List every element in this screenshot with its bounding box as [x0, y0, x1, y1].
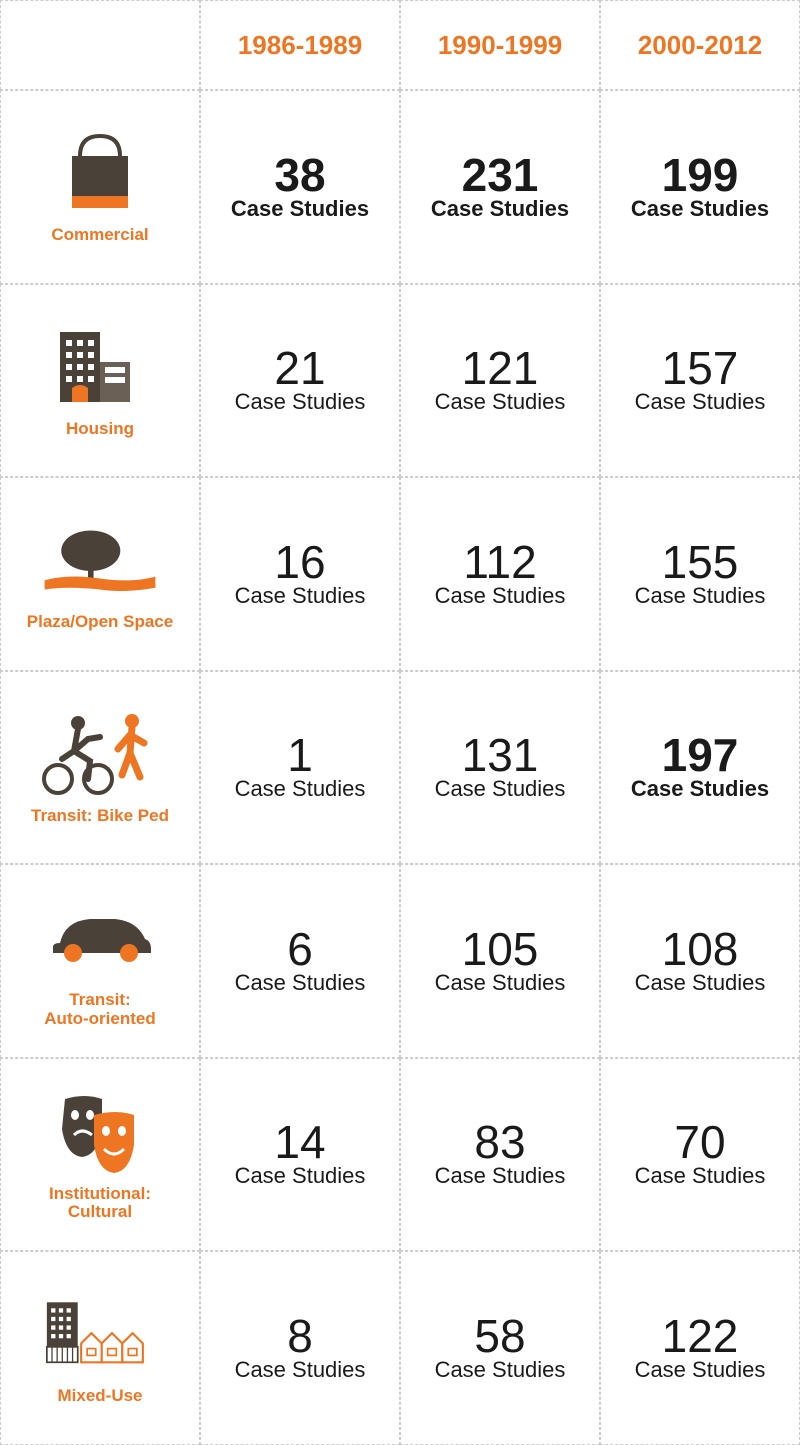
cultural-v2-sub: Case Studies	[435, 1163, 566, 1189]
housing-v1-sub: Case Studies	[235, 389, 366, 415]
category-auto: Transit: Auto-oriented	[0, 864, 200, 1058]
header-empty	[0, 0, 200, 90]
bikeped-v1-sub: Case Studies	[235, 776, 366, 802]
bikeped-v2: 131Case Studies	[400, 671, 600, 865]
commercial-v3-sub: Case Studies	[631, 196, 769, 222]
auto-v2: 105Case Studies	[400, 864, 600, 1058]
category-bikeped: Transit: Bike Ped	[0, 671, 200, 865]
mixed-v3-num: 122	[662, 1313, 739, 1359]
category-commercial: Commercial	[0, 90, 200, 284]
mixed-v1-sub: Case Studies	[235, 1357, 366, 1383]
auto-v3-num: 108	[662, 926, 739, 972]
cultural-v3: 70Case Studies	[600, 1058, 800, 1252]
housing-v3-sub: Case Studies	[635, 389, 766, 415]
cultural-v2: 83Case Studies	[400, 1058, 600, 1252]
auto-v3-sub: Case Studies	[635, 970, 766, 996]
cultural-v3-sub: Case Studies	[635, 1163, 766, 1189]
header-col1: 1986-1989	[200, 0, 400, 90]
plaza-v3-sub: Case Studies	[635, 583, 766, 609]
bikeped-v3-sub: Case Studies	[631, 776, 769, 802]
auto-v1: 6Case Studies	[200, 864, 400, 1058]
building-icon	[40, 322, 160, 412]
case-studies-table: 1986-1989 1990-1999 2000-2012 Commercial…	[0, 0, 800, 1445]
mixed-v3: 122Case Studies	[600, 1251, 800, 1445]
mixed-v3-sub: Case Studies	[635, 1357, 766, 1383]
auto-v2-num: 105	[462, 926, 539, 972]
plaza-v2-num: 112	[463, 539, 536, 585]
category-cultural-label: Institutional: Cultural	[49, 1185, 151, 1222]
bikeped-v2-sub: Case Studies	[435, 776, 566, 802]
category-housing-label: Housing	[66, 420, 134, 439]
cultural-v1: 14Case Studies	[200, 1058, 400, 1252]
mixed-use-icon	[40, 1289, 160, 1379]
bikeped-v2-num: 131	[462, 732, 539, 778]
commercial-v3: 199Case Studies	[600, 90, 800, 284]
mixed-v1-num: 8	[287, 1313, 313, 1359]
commercial-v2: 231Case Studies	[400, 90, 600, 284]
category-commercial-label: Commercial	[51, 226, 148, 245]
category-mixed: Mixed-Use	[0, 1251, 200, 1445]
housing-v1-num: 21	[274, 345, 325, 391]
commercial-v3-num: 199	[662, 152, 739, 198]
header-col3: 2000-2012	[600, 0, 800, 90]
commercial-v2-num: 231	[462, 152, 539, 198]
housing-v2-sub: Case Studies	[435, 389, 566, 415]
commercial-v1-sub: Case Studies	[231, 196, 369, 222]
auto-v1-sub: Case Studies	[235, 970, 366, 996]
category-bikeped-label: Transit: Bike Ped	[31, 807, 169, 826]
plaza-v2-sub: Case Studies	[435, 583, 566, 609]
housing-v2-num: 121	[462, 345, 539, 391]
mixed-v2-sub: Case Studies	[435, 1357, 566, 1383]
bike-ped-icon	[40, 709, 160, 799]
bikeped-v3-num: 197	[662, 732, 739, 778]
tree-icon	[40, 515, 160, 605]
cultural-v3-num: 70	[674, 1119, 725, 1165]
masks-icon	[40, 1087, 160, 1177]
housing-v2: 121Case Studies	[400, 284, 600, 478]
plaza-v2: 112Case Studies	[400, 477, 600, 671]
commercial-v1: 38Case Studies	[200, 90, 400, 284]
housing-v3-num: 157	[662, 345, 739, 391]
housing-v1: 21Case Studies	[200, 284, 400, 478]
category-cultural: Institutional: Cultural	[0, 1058, 200, 1252]
plaza-v1-sub: Case Studies	[235, 583, 366, 609]
auto-v1-num: 6	[287, 926, 313, 972]
car-icon	[40, 893, 160, 983]
header-col2: 1990-1999	[400, 0, 600, 90]
plaza-v3: 155Case Studies	[600, 477, 800, 671]
bikeped-v3: 197Case Studies	[600, 671, 800, 865]
cultural-v1-num: 14	[274, 1119, 325, 1165]
commercial-v1-num: 38	[274, 152, 325, 198]
commercial-v2-sub: Case Studies	[431, 196, 569, 222]
cultural-v2-num: 83	[474, 1119, 525, 1165]
category-housing: Housing	[0, 284, 200, 478]
mixed-v2-num: 58	[474, 1313, 525, 1359]
bikeped-v1: 1Case Studies	[200, 671, 400, 865]
category-auto-label: Transit: Auto-oriented	[44, 991, 155, 1028]
header-col2-label: 1990-1999	[438, 30, 562, 61]
category-plaza-label: Plaza/Open Space	[27, 613, 173, 632]
shopping-bag-icon	[40, 128, 160, 218]
bikeped-v1-num: 1	[287, 732, 313, 778]
plaza-v3-num: 155	[662, 539, 739, 585]
auto-v3: 108Case Studies	[600, 864, 800, 1058]
cultural-v1-sub: Case Studies	[235, 1163, 366, 1189]
mixed-v1: 8Case Studies	[200, 1251, 400, 1445]
category-mixed-label: Mixed-Use	[57, 1387, 142, 1406]
mixed-v2: 58Case Studies	[400, 1251, 600, 1445]
header-col1-label: 1986-1989	[238, 30, 362, 61]
plaza-v1-num: 16	[274, 539, 325, 585]
header-col3-label: 2000-2012	[638, 30, 762, 61]
housing-v3: 157Case Studies	[600, 284, 800, 478]
auto-v2-sub: Case Studies	[435, 970, 566, 996]
plaza-v1: 16Case Studies	[200, 477, 400, 671]
category-plaza: Plaza/Open Space	[0, 477, 200, 671]
